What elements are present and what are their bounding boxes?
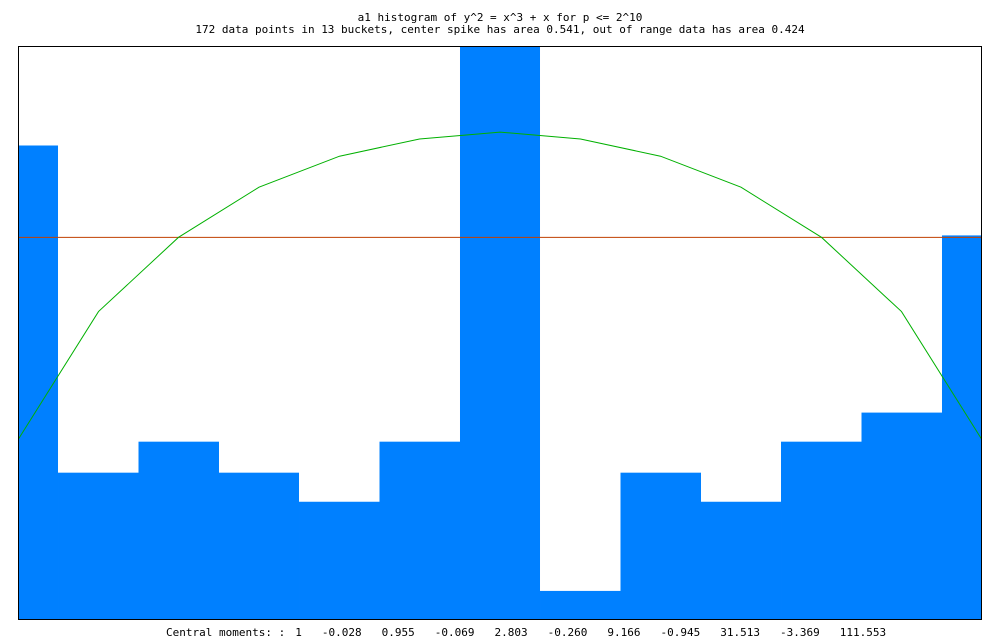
moment-value: -0.028 bbox=[322, 626, 362, 639]
bar bbox=[218, 472, 300, 620]
moment-value: 0.955 bbox=[382, 626, 415, 639]
chart-subtitle: 172 data points in 13 buckets, center sp… bbox=[195, 23, 805, 36]
chart-title: a1 histogram of y^2 = x^3 + x for p <= 2… bbox=[358, 11, 643, 24]
bar bbox=[941, 235, 982, 620]
bar bbox=[540, 590, 621, 620]
bar bbox=[459, 46, 541, 620]
bar bbox=[379, 441, 460, 620]
moment-value: 2.803 bbox=[494, 626, 527, 639]
bar bbox=[299, 501, 380, 620]
moment-value: 1 bbox=[295, 626, 302, 639]
bar bbox=[58, 472, 139, 620]
bar bbox=[781, 441, 862, 620]
bar bbox=[700, 501, 782, 620]
moments: Central moments: : 1 -0.028 0.955 -0.069 2.80… bbox=[166, 626, 886, 639]
moments-label: Central moments: : bbox=[166, 626, 285, 639]
bar bbox=[138, 441, 219, 620]
moment-value: 31.513 bbox=[720, 626, 760, 639]
bar bbox=[620, 472, 701, 620]
bar bbox=[861, 412, 942, 620]
moment-value: 111.553 bbox=[840, 626, 886, 639]
plot-frame bbox=[18, 46, 982, 620]
moment-value: -3.369 bbox=[780, 626, 820, 639]
plot-area bbox=[18, 46, 982, 620]
moment-value: 9.166 bbox=[607, 626, 640, 639]
moment-value: -0.945 bbox=[660, 626, 700, 639]
moment-value: -0.069 bbox=[435, 626, 475, 639]
bar bbox=[18, 145, 59, 620]
density-curve bbox=[18, 131, 982, 441]
moment-value: -0.260 bbox=[548, 626, 588, 639]
